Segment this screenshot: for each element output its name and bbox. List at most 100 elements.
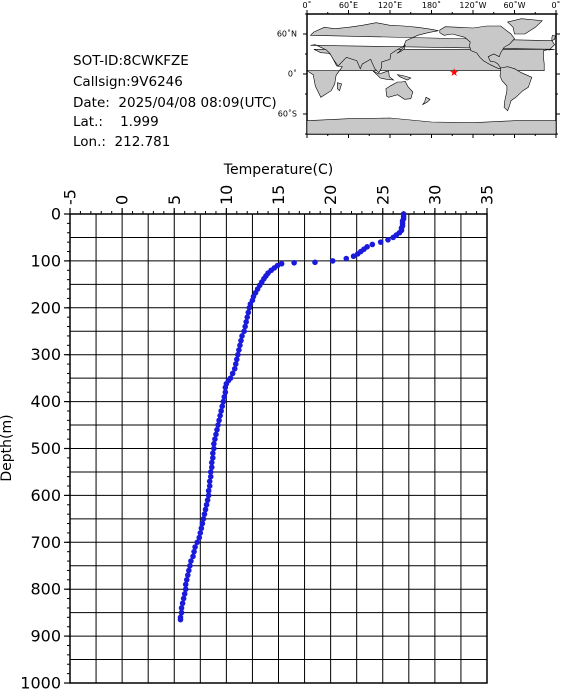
data-point xyxy=(385,236,391,243)
y-tick-label: 900 xyxy=(30,627,61,646)
y-tick-label: 100 xyxy=(30,251,61,270)
data-point xyxy=(199,520,206,527)
map-lon-label: 120˚E xyxy=(378,0,402,10)
data-point xyxy=(198,525,205,532)
y-tick-label: 1000 xyxy=(20,674,61,690)
data-point xyxy=(182,581,189,588)
data-point xyxy=(182,586,189,592)
data-point xyxy=(208,464,215,471)
land-mass xyxy=(422,96,431,105)
data-point xyxy=(242,323,248,330)
y-tick-label: 500 xyxy=(30,439,61,458)
data-point xyxy=(238,337,244,344)
data-point xyxy=(201,511,208,517)
map-lon-label: 120˚W xyxy=(459,0,486,10)
land-mass xyxy=(337,82,342,92)
land-mass xyxy=(499,66,533,112)
data-point xyxy=(278,260,285,267)
x-tick-label: 0 xyxy=(113,195,132,205)
data-point xyxy=(183,577,190,583)
chart-ticks xyxy=(64,208,488,684)
data-point xyxy=(229,370,236,377)
data-point xyxy=(236,347,242,353)
data-point xyxy=(246,305,253,311)
land-mass xyxy=(396,44,406,54)
data-point xyxy=(210,455,216,461)
x-tick-label: 10 xyxy=(217,185,236,205)
map-lat-label: 60˚N xyxy=(277,29,297,39)
y-tick-label: 0 xyxy=(51,205,61,224)
data-point xyxy=(239,333,245,339)
data-point xyxy=(206,478,213,485)
x-tick-label: 35 xyxy=(478,185,497,205)
data-point xyxy=(205,492,212,499)
data-point xyxy=(196,534,203,541)
data-point xyxy=(179,600,186,607)
x-tick-label: 15 xyxy=(269,185,288,205)
y-axis-title: Depth(m) xyxy=(0,414,15,481)
data-point xyxy=(203,501,210,508)
data-point xyxy=(220,398,227,405)
land-mass xyxy=(439,25,515,70)
data-point xyxy=(244,314,251,320)
data-point xyxy=(377,239,384,245)
data-point xyxy=(192,544,198,550)
data-point xyxy=(188,558,194,564)
data-point xyxy=(214,426,220,433)
data-point xyxy=(207,473,214,480)
data-points xyxy=(177,211,407,623)
y-tick-label: 200 xyxy=(30,298,61,317)
location-marker-icon: ★ xyxy=(449,66,459,79)
data-point xyxy=(222,389,229,396)
data-point xyxy=(216,417,222,424)
x-axis-title: Temperature(C) xyxy=(223,162,333,178)
sot-id-label: SOT-ID:8CWKFZE xyxy=(73,53,189,69)
land-mass xyxy=(372,70,395,81)
data-point xyxy=(181,591,188,597)
data-point xyxy=(329,258,336,264)
x-tick-label: 25 xyxy=(373,185,392,205)
map-labels: 0˚ 60˚E 120˚E 180˚ 120˚W 60˚W 0˚ 60˚N 0˚ 60˚S xyxy=(277,0,561,119)
y-tick-label: 300 xyxy=(30,345,61,364)
data-point xyxy=(243,319,249,325)
data-point xyxy=(219,403,226,410)
y-tick-label: 700 xyxy=(30,533,61,552)
data-point xyxy=(206,483,213,489)
longitude-label: Lon.: 212.781 xyxy=(73,134,171,150)
latitude-label: Lat.: 1.999 xyxy=(73,114,159,130)
data-point xyxy=(180,595,187,602)
data-point xyxy=(350,253,357,260)
data-point xyxy=(202,506,209,513)
data-point xyxy=(186,567,192,574)
data-point xyxy=(218,408,224,414)
land-mass xyxy=(506,18,543,35)
data-point xyxy=(215,422,221,428)
data-point xyxy=(207,469,214,475)
x-tick-label: 20 xyxy=(321,185,340,205)
map-land xyxy=(305,18,557,135)
data-point xyxy=(312,259,318,266)
data-point xyxy=(354,251,361,257)
x-tick-label: 30 xyxy=(425,185,444,205)
map-ticks xyxy=(303,10,560,138)
data-point xyxy=(221,394,228,400)
data-point xyxy=(191,548,197,555)
data-point xyxy=(241,328,247,335)
data-point xyxy=(197,530,204,536)
map-lon-label: 180˚ xyxy=(422,0,441,10)
data-point xyxy=(194,539,200,546)
land-mass xyxy=(551,34,556,42)
chart-grid xyxy=(69,213,488,684)
land-mass xyxy=(309,22,555,74)
callsign-label: Callsign:9V6246 xyxy=(73,74,183,90)
data-point xyxy=(343,255,350,262)
data-point xyxy=(213,431,219,438)
land-mass xyxy=(396,74,412,81)
map-lon-label: 60˚W xyxy=(503,0,525,10)
x-tick-labels: -5 0 5 10 15 20 25 30 35 xyxy=(61,185,497,205)
date-label: Date: 2025/04/08 08:09(UTC) xyxy=(73,95,277,111)
y-tick-labels: 0 100 200 300 400 500 600 700 800 900 1000 xyxy=(20,205,61,690)
map-lon-label: 60˚E xyxy=(339,0,358,10)
y-tick-label: 400 xyxy=(30,392,61,411)
